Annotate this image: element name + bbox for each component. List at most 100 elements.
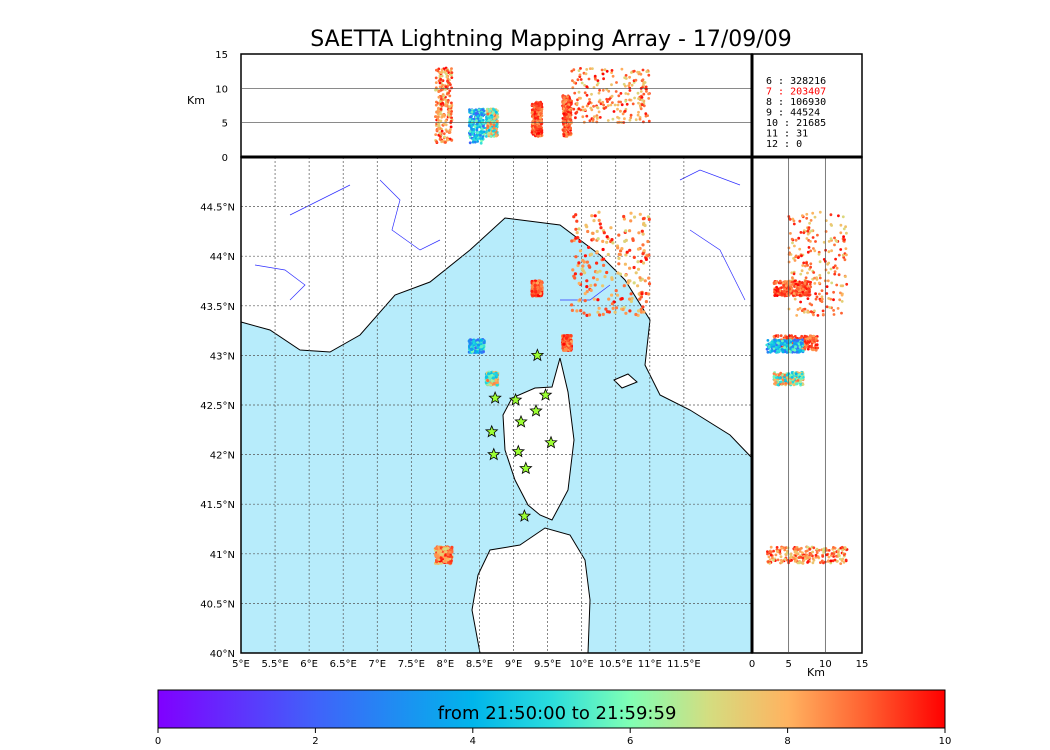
side-altitude-point (806, 285, 810, 288)
side-altitude-point (809, 262, 813, 266)
side-altitude-point (790, 334, 793, 337)
lightning-point (591, 231, 595, 235)
altitude-point (476, 114, 480, 118)
altitude-panel: 0 5 10 15 Km (187, 50, 753, 164)
chart-title: SAETTA Lightning Mapping Array - 17/09/0… (310, 27, 791, 52)
altitude-point (561, 94, 565, 97)
altitude-point (439, 132, 442, 135)
side-altitude-point (798, 306, 802, 310)
lightning-point (595, 261, 599, 265)
side-altitude-point (812, 247, 815, 250)
side-altitude-point (805, 553, 808, 557)
side-altitude-point (827, 271, 830, 275)
altitude-point (441, 139, 444, 143)
station-star-icon (508, 392, 523, 406)
lightning-point (637, 231, 641, 235)
altitude-point (443, 135, 446, 139)
lightning-point (578, 298, 582, 302)
map-y-tick-label: 44.5°N (200, 203, 235, 214)
lightning-point (604, 307, 608, 311)
lightning-point (624, 311, 628, 315)
lightning-point (641, 217, 646, 221)
altitude-point (602, 77, 605, 81)
lightning-point (443, 547, 447, 551)
side-altitude-point (818, 273, 822, 277)
lightning-point (618, 272, 623, 276)
altitude-point (446, 69, 449, 72)
altitude-point (634, 118, 638, 122)
side-altitude-point (793, 259, 797, 262)
side-altitude-point (838, 298, 842, 302)
altitude-point (617, 120, 621, 124)
side-altitude-point (783, 294, 787, 298)
altitude-point (585, 104, 589, 108)
side-altitude-point (800, 281, 804, 284)
side-altitude-point (789, 232, 792, 235)
side-altitude-point (820, 297, 824, 301)
altitude-point (628, 75, 631, 79)
lightning-point (602, 263, 606, 267)
lightning-point (572, 274, 576, 278)
lightning-point (468, 342, 472, 346)
side-altitude-point (805, 237, 809, 240)
side-altitude-point (841, 215, 845, 219)
station-star-icon (538, 388, 553, 401)
side-altitude-point (790, 237, 794, 241)
altitude-point (448, 108, 452, 112)
altitude-point (630, 83, 634, 87)
lightning-point (630, 296, 634, 300)
lightning-point (572, 215, 576, 219)
altitude-point (565, 113, 568, 116)
side-altitude-point (813, 249, 817, 253)
altitude-point (563, 109, 567, 113)
altitude-point (473, 140, 477, 144)
lightning-point (641, 243, 645, 247)
altitude-point (450, 116, 453, 120)
side-altitude-point (842, 256, 846, 259)
lightning-point (586, 229, 590, 234)
side-altitude-point (801, 290, 805, 294)
side-altitude-point (789, 553, 792, 556)
lightning-point (582, 311, 586, 315)
altitude-point (474, 135, 478, 138)
side-altitude-point (818, 276, 822, 280)
side-altitude-point (806, 271, 809, 275)
lightning-point (628, 279, 632, 283)
side-altitude-point (792, 292, 796, 295)
side-altitude-point (841, 548, 844, 552)
lightning-point (610, 302, 615, 306)
lightning-point (591, 237, 595, 241)
station-count-row: 6 : 328216 (766, 76, 826, 87)
lightning-point (589, 283, 593, 288)
side-altitude-point (783, 290, 787, 294)
altitude-point (569, 127, 572, 130)
lightning-point (533, 287, 537, 291)
lightning-point (587, 264, 591, 268)
station-star-icon (517, 509, 532, 522)
side-altitude-point (801, 562, 805, 565)
altitude-point (628, 118, 632, 122)
side-altitude-point (842, 560, 846, 564)
lightning-point (617, 262, 621, 266)
lightning-point (601, 312, 605, 316)
lightning-point (444, 550, 448, 554)
altitude-point (442, 94, 446, 98)
side-altitude-point (793, 348, 797, 352)
altitude-point (468, 109, 472, 113)
lightning-point (644, 257, 649, 261)
altitude-point (629, 116, 633, 120)
altitude-point (447, 113, 451, 117)
side-altitude-point (815, 295, 819, 299)
side-altitude-point (784, 378, 787, 382)
side-altitude-point (803, 307, 807, 311)
side-altitude-point (839, 223, 843, 227)
altitude-point (444, 85, 448, 89)
lightning-point (564, 336, 569, 340)
side-altitude-point (821, 313, 825, 316)
lightning-point (595, 270, 599, 274)
side-altitude-point (783, 557, 787, 561)
side-altitude-point (842, 553, 846, 557)
lightning-point (632, 281, 636, 285)
lightning-point (644, 291, 648, 296)
lightning-point (579, 309, 583, 313)
